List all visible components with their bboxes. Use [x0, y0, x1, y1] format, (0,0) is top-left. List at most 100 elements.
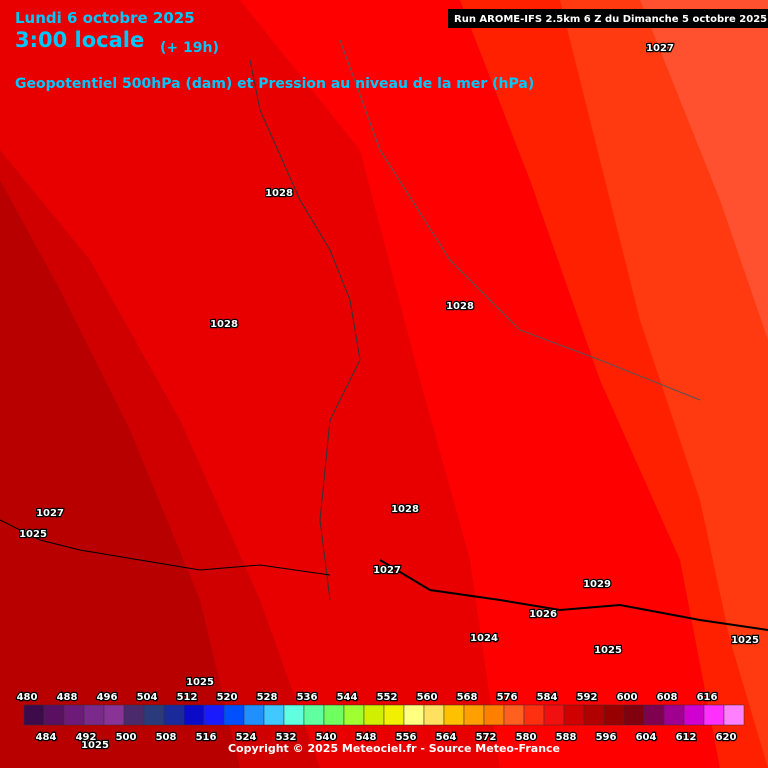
scale-swatch: [343, 704, 365, 726]
isobar-label: 1025: [186, 677, 214, 688]
scale-swatch: [83, 704, 105, 726]
scale-swatch: [623, 704, 645, 726]
isobar-label: 1025: [19, 529, 47, 540]
scale-label: 568: [457, 692, 478, 703]
scale-label: 612: [676, 732, 697, 743]
scale-label: 516: [196, 732, 217, 743]
isobar-label: 1024: [470, 633, 498, 644]
isobar: [379, 559, 768, 631]
scale-swatch: [503, 704, 525, 726]
scale-swatch: [183, 704, 205, 726]
isobar-label: 1027: [36, 508, 64, 519]
isobar-label: 1027: [646, 43, 674, 54]
scale-label: 484: [36, 732, 57, 743]
scale-label: 592: [577, 692, 598, 703]
isobar-label: 1027: [373, 565, 401, 576]
isobar-label: 1025: [81, 740, 109, 751]
border: [339, 39, 701, 401]
scale-label: 532: [276, 732, 297, 743]
scale-label: 496: [97, 692, 118, 703]
isobar-label: 1028: [265, 188, 293, 199]
scale-swatch: [203, 704, 225, 726]
scale-swatch: [423, 704, 445, 726]
scale-swatch: [223, 704, 245, 726]
scale-swatch: [123, 704, 145, 726]
copyright: Copyright © 2025 Meteociel.fr - Source M…: [228, 742, 560, 755]
scale-swatch: [263, 704, 285, 726]
date: Lundi 6 octobre 2025: [15, 9, 195, 27]
scale-swatch: [283, 704, 305, 726]
scale-swatch: [383, 704, 405, 726]
isobar-label: 1026: [529, 609, 557, 620]
scale-label: 608: [657, 692, 678, 703]
isobar: [0, 519, 331, 576]
scale-label: 540: [316, 732, 337, 743]
isobar-labels: 1027 1028 1028 1028 1028 1027 1025 1027 1029 1026…: [18, 42, 760, 753]
scale-swatch: [683, 704, 705, 726]
isobar-label: 1029: [583, 579, 611, 590]
isobar-label: 1025: [594, 645, 622, 656]
scale-label: 596: [596, 732, 617, 743]
scale-label: 556: [396, 732, 417, 743]
color-scale: 480 488 496 504 512 520 528 536 544 552 560 568 576 5…: [15, 691, 745, 744]
scale-label: 508: [156, 732, 177, 743]
coastline: [249, 59, 361, 601]
isobar-label: 1025: [731, 635, 759, 646]
scale-swatch: [363, 704, 385, 726]
scale-swatch: [723, 704, 745, 726]
scale-swatch: [63, 704, 85, 726]
subtitle: Geopotentiel 500hPa (dam) et Pression au…: [15, 76, 534, 92]
scale-swatch: [243, 704, 265, 726]
scale-label: 492: [76, 732, 97, 743]
scale-swatch: [543, 704, 565, 726]
run-box: [448, 9, 768, 28]
scale-swatch: [23, 704, 45, 726]
scale-label: 576: [497, 692, 518, 703]
scale-label: 588: [556, 732, 577, 743]
scale-swatch: [103, 704, 125, 726]
scale-label: 564: [436, 732, 457, 743]
scale-label: 580: [516, 732, 537, 743]
scale-label: 544: [337, 692, 358, 703]
band: [0, 180, 240, 768]
scale-label: 584: [537, 692, 558, 703]
scale-label: 604: [636, 732, 657, 743]
scale-label: 560: [417, 692, 438, 703]
scale-label: 520: [217, 692, 238, 703]
scale-swatch: [563, 704, 585, 726]
scale-swatch: [523, 704, 545, 726]
scale-swatch: [143, 704, 165, 726]
scale-label: 488: [57, 692, 78, 703]
scale-label: 480: [17, 692, 38, 703]
scale-swatch: [463, 704, 485, 726]
scale-swatch: [603, 704, 625, 726]
scale-swatch: [163, 704, 185, 726]
scale-swatch: [583, 704, 605, 726]
scale-swatch: [663, 704, 685, 726]
scale-label: 528: [257, 692, 278, 703]
band: [560, 0, 768, 768]
isobar-label: 1028: [446, 301, 474, 312]
scale-label: 536: [297, 692, 318, 703]
run-info: Run AROME-IFS 2.5km 6 Z du Dimanche 5 oc…: [454, 14, 767, 25]
scale-swatch: [43, 704, 65, 726]
time: 3:00 locale: [15, 28, 144, 52]
scale-label: 552: [377, 692, 398, 703]
scale-swatch: [323, 704, 345, 726]
scale-label: 504: [137, 692, 158, 703]
isobar-label: 1028: [391, 504, 419, 515]
scale-label: 616: [697, 692, 718, 703]
scale-swatch: [643, 704, 665, 726]
scale-swatch: [703, 704, 725, 726]
band: [640, 0, 768, 340]
scale-label: 600: [617, 692, 638, 703]
scale-label: 620: [716, 732, 737, 743]
scale-label: 572: [476, 732, 497, 743]
scale-swatch: [483, 704, 505, 726]
scale-label: 524: [236, 732, 257, 743]
lead-time: (+ 19h): [160, 40, 219, 56]
isobar-label: 1028: [210, 319, 238, 330]
scale-label: 548: [356, 732, 377, 743]
scale-swatch: [443, 704, 465, 726]
